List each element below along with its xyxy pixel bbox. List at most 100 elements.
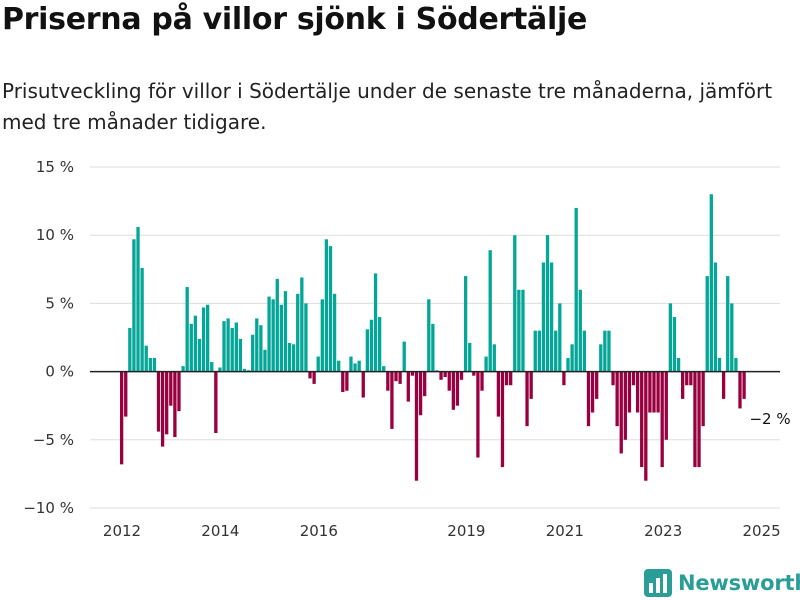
bar	[459, 371, 464, 380]
bar	[504, 371, 509, 386]
bar	[709, 194, 713, 372]
bar	[128, 327, 132, 372]
bar	[455, 371, 460, 406]
bar	[377, 317, 382, 372]
grid-lines	[90, 166, 780, 509]
x-tick-label: 2023	[644, 522, 682, 540]
bar	[214, 371, 218, 433]
brand-logo[interactable]: Newsworthy	[644, 568, 800, 598]
x-tick-label: 2019	[447, 522, 485, 540]
bar	[627, 371, 632, 413]
x-tick-label: 2025	[743, 522, 781, 540]
bar	[685, 371, 689, 386]
bar	[603, 330, 607, 372]
bar	[644, 371, 648, 481]
x-tick-label: 2014	[201, 522, 239, 540]
bar	[652, 371, 656, 413]
bar-chart: 15 % 10 % 5 % 0 % −5 % −10 % 2012 2014 2016 2019…	[23, 158, 790, 540]
last-value-annotation: −2 %	[749, 410, 790, 428]
bar	[238, 338, 243, 372]
bar	[165, 371, 169, 435]
bar	[549, 262, 554, 372]
bar	[705, 276, 709, 372]
bar	[234, 322, 238, 372]
bar	[337, 360, 341, 372]
bar	[373, 273, 378, 372]
bar	[226, 318, 230, 372]
bar	[201, 307, 206, 372]
bar	[672, 317, 677, 372]
bar	[513, 235, 517, 372]
y-tick-label: 5 %	[45, 294, 74, 312]
y-tick-label: −5 %	[33, 431, 74, 449]
bar	[402, 341, 406, 372]
bar	[443, 371, 447, 378]
bar	[320, 299, 324, 372]
bar	[574, 207, 578, 372]
bar	[414, 371, 419, 481]
bar	[476, 371, 480, 458]
bar	[418, 371, 423, 416]
bar	[623, 371, 627, 440]
bar	[656, 371, 660, 413]
bar	[648, 371, 652, 413]
bar	[259, 325, 263, 372]
bar	[251, 334, 255, 372]
bar	[717, 357, 722, 372]
bar	[619, 371, 623, 454]
bar	[177, 371, 181, 412]
x-tick-label: 2012	[103, 522, 141, 540]
bar	[640, 371, 644, 468]
bar	[304, 303, 308, 372]
bar	[582, 330, 587, 372]
bar	[230, 327, 234, 372]
bar	[287, 342, 292, 372]
bar	[681, 371, 685, 399]
bar	[631, 371, 636, 386]
bar	[635, 371, 640, 413]
chart-title: Priserna på villor sjönk i Södertälje	[2, 2, 587, 37]
bar	[156, 371, 161, 432]
bar	[197, 338, 202, 372]
bar	[398, 371, 402, 384]
y-tick-label: 15 %	[36, 158, 74, 176]
bar	[730, 303, 734, 372]
bar	[496, 371, 501, 417]
bar	[463, 276, 468, 372]
bar	[144, 345, 148, 372]
bar	[693, 371, 697, 468]
bar	[562, 371, 566, 386]
bar	[279, 304, 283, 372]
y-axis-labels: 15 % 10 % 5 % 0 % −5 % −10 %	[23, 158, 74, 517]
bar	[316, 356, 320, 372]
bar	[451, 371, 455, 410]
bar	[132, 239, 136, 372]
bar	[291, 344, 296, 372]
bar	[406, 371, 410, 402]
newsworthy-logo-icon	[644, 569, 672, 597]
bar	[328, 246, 333, 372]
bar	[353, 363, 357, 372]
bar	[369, 319, 374, 372]
bar	[599, 344, 603, 372]
bar	[136, 227, 140, 372]
bar	[206, 304, 210, 372]
bar	[193, 315, 198, 372]
bar	[160, 371, 165, 447]
bar	[242, 368, 247, 372]
bar	[169, 371, 173, 406]
bar	[554, 330, 558, 372]
bar	[140, 267, 144, 372]
bar	[267, 296, 271, 372]
bar	[271, 299, 275, 372]
bar	[439, 371, 443, 380]
bar	[660, 371, 664, 468]
bar	[275, 278, 279, 372]
bar	[361, 371, 365, 398]
bar	[365, 329, 369, 372]
y-tick-label: 10 %	[36, 226, 74, 244]
bar	[525, 371, 529, 427]
bar	[529, 371, 533, 399]
bar	[545, 235, 550, 372]
bar	[283, 291, 288, 372]
